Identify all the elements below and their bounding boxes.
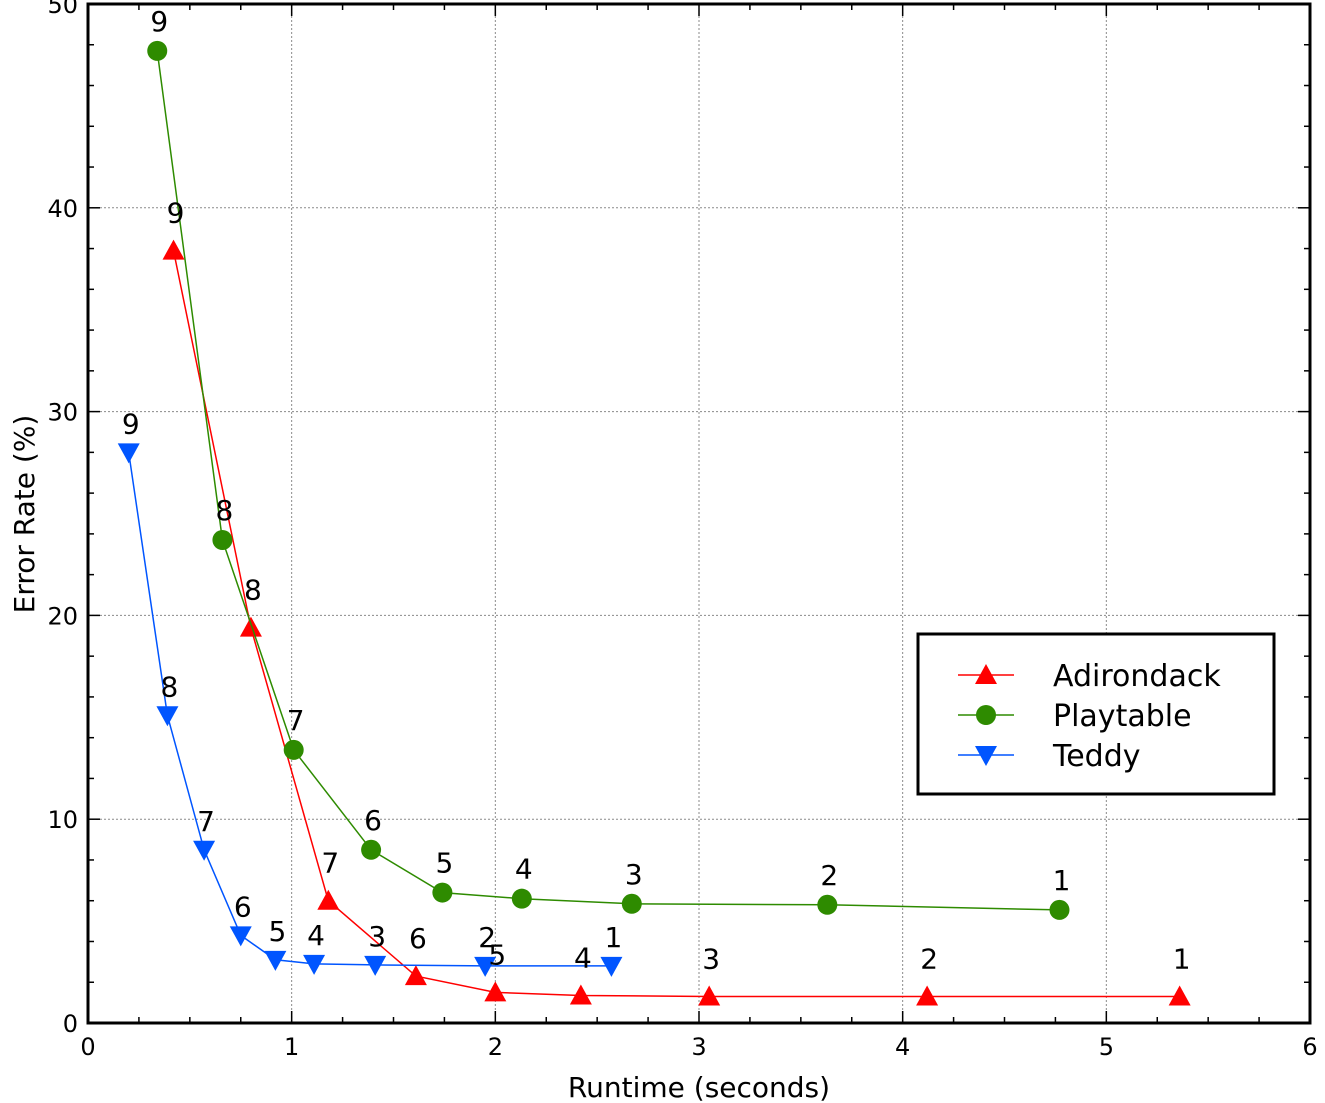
legend-swatch-marker	[975, 746, 997, 766]
playtable-point-label: 2	[820, 859, 838, 892]
playtable-point-label: 5	[435, 847, 453, 880]
adirondack-point-label: 5	[488, 938, 506, 971]
y-tick-label: 30	[47, 399, 78, 427]
x-tick-label: 6	[1302, 1033, 1317, 1061]
teddy-line	[127, 452, 612, 967]
x-tick-label: 5	[1099, 1033, 1114, 1061]
grid-layer	[88, 4, 1310, 1023]
playtable-point-label: 4	[515, 853, 533, 886]
teddy-point	[600, 956, 623, 977]
teddy-point	[117, 443, 140, 464]
legend-swatch-marker	[975, 664, 997, 684]
playtable-point	[212, 529, 233, 550]
teddy-point	[193, 840, 216, 861]
playtable-point-label: 3	[625, 858, 643, 891]
adirondack-point	[916, 985, 939, 1006]
teddy-point-label: 8	[161, 670, 179, 703]
playtable-point	[432, 882, 453, 903]
adirondack-point	[162, 239, 185, 260]
y-tick-label: 10	[47, 806, 78, 834]
legend-label: Adirondack	[1053, 659, 1221, 694]
adirondack-point-label: 2	[920, 943, 938, 976]
playtable-point	[283, 739, 304, 760]
teddy-point-label: 4	[307, 919, 325, 952]
teddy-point-label: 7	[197, 805, 215, 838]
legend-label: Playtable	[1053, 699, 1192, 734]
y-tick-label: 20	[47, 602, 78, 630]
legend-swatch-marker	[976, 705, 996, 725]
x-tick-label: 1	[284, 1033, 299, 1061]
adirondack-point-label: 9	[167, 197, 185, 230]
series-adirondack	[162, 239, 1191, 1006]
playtable-point-label: 7	[287, 704, 305, 737]
legend-label: Teddy	[1052, 739, 1141, 774]
legend-entries: Adirondack Playtable Teddy	[958, 659, 1221, 774]
y-axis-label: Error Rate (%)	[8, 415, 41, 614]
series-layer	[117, 40, 1191, 1006]
x-axis-label: Runtime (seconds)	[568, 1071, 830, 1103]
adirondack-point-label: 7	[321, 847, 339, 880]
adirondack-point-label: 8	[244, 574, 262, 607]
teddy-point-label: 2	[478, 921, 496, 954]
teddy-point	[156, 706, 179, 727]
x-tick-label: 4	[895, 1033, 910, 1061]
x-tick-label: 0	[80, 1033, 95, 1061]
teddy-point	[264, 950, 287, 971]
legend-item-adirondack: Adirondack	[958, 659, 1221, 694]
y-tick-label: 0	[63, 1010, 78, 1038]
teddy-point	[303, 954, 326, 975]
playtable-point	[147, 40, 168, 61]
adirondack-point	[239, 616, 262, 637]
playtable-point-label: 6	[364, 804, 382, 837]
playtable-point-label: 9	[150, 5, 168, 38]
plot-frame	[86, 2, 1312, 1025]
adirondack-point	[317, 889, 340, 910]
series-playtable	[147, 40, 1070, 920]
adirondack-point	[404, 965, 427, 986]
legend: Adirondack Playtable Teddy	[916, 632, 1276, 796]
playtable-point	[621, 893, 642, 914]
adirondack-point-label: 6	[409, 922, 427, 955]
x-tick-label: 2	[488, 1033, 503, 1061]
series-teddy	[117, 443, 623, 977]
playtable-point	[361, 839, 382, 860]
adirondack-point	[1168, 985, 1191, 1006]
playtable-point	[1049, 899, 1070, 920]
teddy-point-label: 1	[605, 921, 623, 954]
playtable-point-label: 1	[1053, 864, 1071, 897]
adirondack-point-label: 1	[1173, 943, 1191, 976]
teddy-point-label: 3	[368, 920, 386, 953]
teddy-point-label: 6	[234, 890, 252, 923]
playtable-point	[511, 888, 532, 909]
y-tick-label: 40	[47, 195, 78, 223]
teddy-point-label: 5	[268, 915, 286, 948]
adirondack-point	[484, 981, 507, 1002]
legend-item-playtable: Playtable	[958, 699, 1192, 734]
legend-item-teddy: Teddy	[958, 739, 1141, 774]
adirondack-line	[172, 250, 1180, 998]
x-tick-label: 3	[691, 1033, 706, 1061]
playtable-point	[817, 894, 838, 915]
playtable-point-label: 8	[216, 494, 234, 527]
teddy-point	[364, 955, 387, 976]
teddy-point-label: 9	[122, 407, 140, 440]
adirondack-point	[569, 984, 592, 1005]
adirondack-point-label: 4	[574, 941, 592, 974]
y-tick-label: 50	[47, 0, 78, 19]
adirondack-point	[698, 985, 721, 1006]
adirondack-point-label: 3	[702, 943, 720, 976]
teddy-point	[474, 956, 497, 977]
teddy-point	[229, 926, 252, 947]
